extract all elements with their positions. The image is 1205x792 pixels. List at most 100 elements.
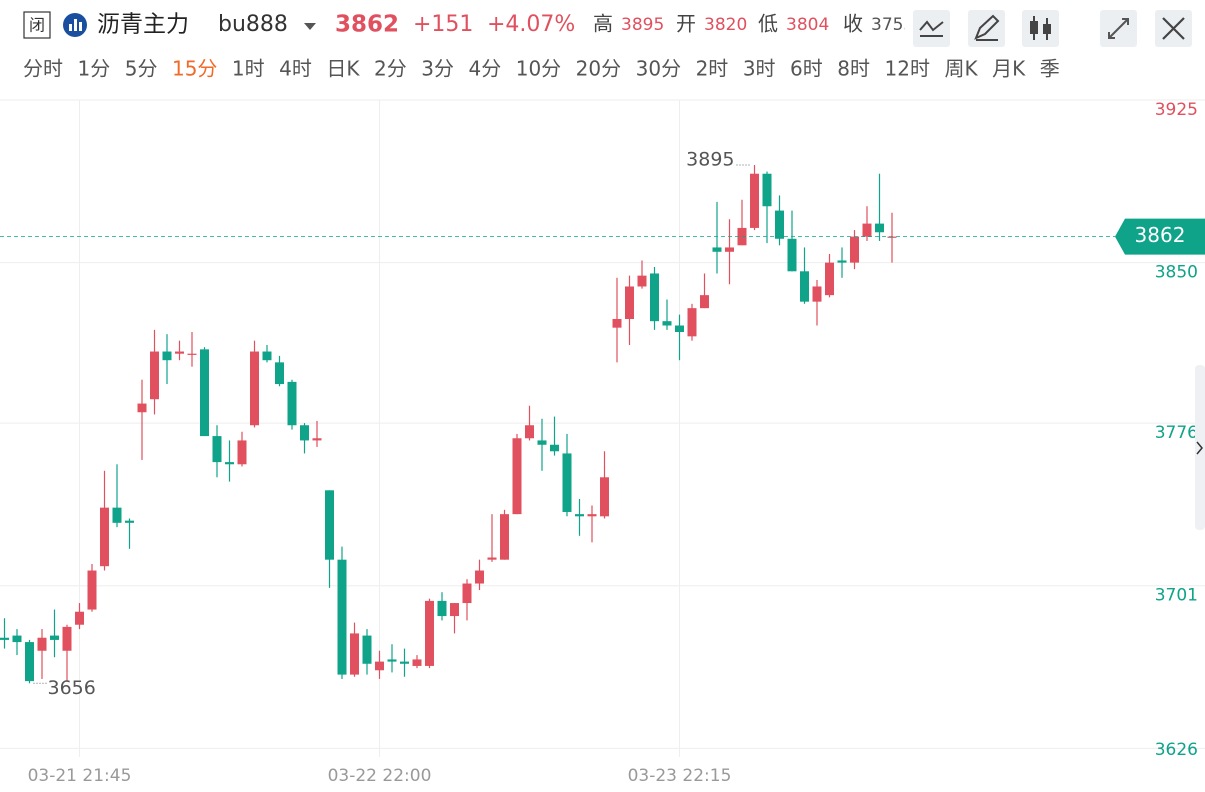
logo-bar	[79, 22, 82, 31]
candle-body	[725, 247, 734, 252]
timeframe-tab[interactable]: 10分	[516, 57, 561, 81]
timeframe-tab[interactable]: 1分	[78, 57, 111, 81]
candle-body	[875, 223, 884, 233]
candle-body	[275, 362, 284, 385]
timeframe-tab[interactable]: 15分	[172, 57, 217, 81]
candle-body	[612, 319, 622, 328]
candle-body	[412, 659, 422, 666]
x-tick-label: 03-21 21:45	[28, 766, 132, 786]
candle-body	[112, 507, 122, 523]
candle-body	[762, 173, 772, 207]
annotation: 3895	[686, 149, 734, 171]
timeframe-tab[interactable]: 4分	[468, 57, 501, 81]
close-icon	[1162, 17, 1185, 40]
candle-body	[887, 236, 897, 238]
candle-body	[212, 436, 222, 463]
timeframe-tab[interactable]: 月K	[992, 57, 1026, 81]
status-box	[23, 11, 51, 39]
candle-body	[575, 514, 584, 517]
stat-label: 高	[593, 12, 613, 36]
candle-body	[25, 642, 34, 682]
candle-body	[225, 462, 234, 465]
candle-body	[100, 507, 109, 567]
timeframe-tab[interactable]: 4时	[279, 57, 312, 81]
candle-body	[550, 444, 559, 452]
timeframe-tab[interactable]: 1时	[232, 57, 265, 81]
candle-body	[462, 583, 472, 604]
candle-body	[350, 633, 359, 675]
annotation: 3656	[48, 677, 96, 699]
timeframe-tab[interactable]: 5分	[125, 57, 158, 81]
timeframe-tab[interactable]: 周K	[944, 57, 978, 81]
candle-body	[262, 351, 272, 361]
change-pct: +4.07%	[487, 12, 575, 37]
candle-body	[487, 557, 497, 560]
candle-body	[562, 453, 572, 512]
timeframe-tab[interactable]: 8时	[837, 57, 870, 81]
y-tick-label: 3925	[1155, 100, 1198, 120]
timeframe-tab[interactable]: 6时	[790, 57, 823, 81]
status: 闭	[29, 16, 45, 35]
candle-body	[300, 425, 309, 441]
stat-value: 3804	[786, 15, 829, 35]
timeframe-tab[interactable]: 分时	[23, 57, 63, 81]
candle-body	[87, 570, 97, 610]
change: +151	[413, 12, 473, 37]
toolbar-buttons	[913, 10, 1192, 47]
candle-body	[387, 659, 397, 662]
chart-type-button[interactable]	[1022, 10, 1059, 47]
candle-body	[775, 210, 784, 239]
timeframe-tab[interactable]: 3时	[743, 57, 776, 81]
stat-value: 3753	[871, 15, 914, 35]
candle-body	[712, 247, 722, 252]
y-tick-label: 3850	[1155, 263, 1198, 283]
y-tick-label: 3776	[1155, 423, 1198, 443]
side-tab[interactable]	[1195, 365, 1205, 530]
candle-body	[437, 600, 447, 617]
timeframe-tab[interactable]: 20分	[576, 57, 621, 81]
candle-body	[512, 438, 522, 515]
side-tab-arrow	[1196, 441, 1203, 455]
candle-body	[675, 325, 684, 333]
candle-body	[75, 611, 84, 625]
candle-body	[600, 477, 609, 517]
candle-body	[825, 262, 834, 296]
candle-body	[187, 353, 197, 355]
stat-label: 开	[676, 12, 696, 36]
candle-body	[525, 425, 534, 439]
timeframe-tab[interactable]: 2时	[696, 57, 729, 81]
code[interactable]: bu888	[218, 12, 288, 37]
timeframe-tab[interactable]: 30分	[636, 57, 681, 81]
dropdown[interactable]	[304, 23, 316, 30]
candle-body	[650, 273, 659, 322]
draw-icon	[974, 14, 1000, 41]
logo-bar	[69, 24, 72, 31]
x-tick-label: 03-22 22:00	[328, 766, 432, 786]
candle-body	[62, 626, 72, 651]
candle-body	[400, 661, 409, 664]
price: 3862	[335, 12, 399, 38]
candle-body	[137, 403, 147, 413]
timeframes: 分时 1分 5分 15分 1时 4时 日K 2分 3分 4分 10分 20分 30分 2时 3时 6时 8时 12…	[23, 57, 1060, 81]
candle-body	[312, 438, 322, 441]
timeframe-tab[interactable]: 2分	[374, 57, 407, 81]
chart-type-icon	[1043, 24, 1051, 34]
draw-button[interactable]	[968, 10, 1005, 47]
chart-type-icon	[1030, 21, 1038, 34]
candle-body	[125, 520, 134, 523]
logo-bar	[74, 19, 77, 31]
candle-body	[12, 635, 22, 643]
timeframe-tab[interactable]: 12时	[885, 57, 930, 81]
x-tick-label: 03-23 22:15	[628, 766, 732, 786]
y-tick-label: 3626	[1155, 740, 1198, 760]
candle-body	[625, 286, 634, 319]
candle-body	[362, 635, 372, 664]
candle-body	[325, 490, 334, 560]
timeframe-tab[interactable]: 季	[1040, 57, 1060, 81]
candle-body	[337, 559, 347, 675]
candle-body	[475, 570, 484, 584]
timeframe-tab[interactable]: 日K	[326, 57, 360, 81]
timeframe-tab[interactable]: 3分	[421, 57, 454, 81]
last-price-tag	[1115, 218, 1205, 255]
